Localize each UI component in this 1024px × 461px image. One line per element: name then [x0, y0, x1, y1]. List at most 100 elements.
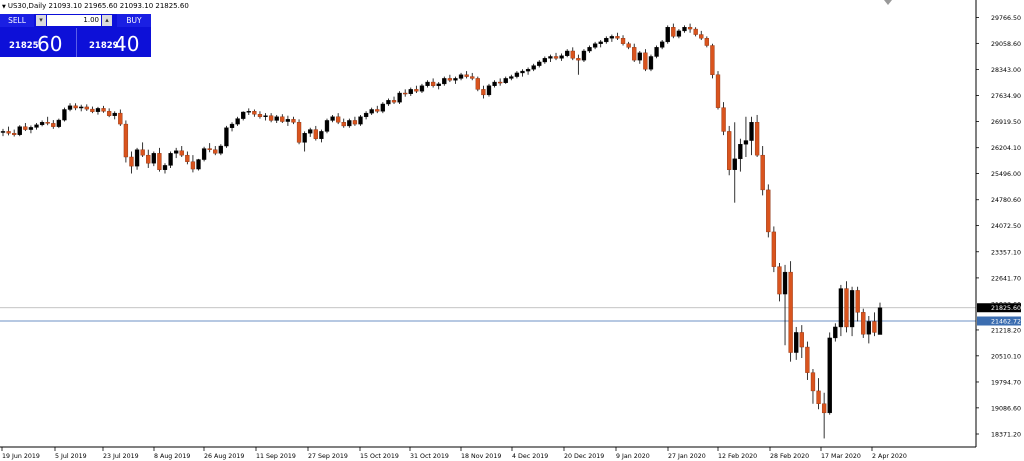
candle-body[interactable] — [341, 122, 346, 127]
candle-body[interactable] — [106, 111, 112, 116]
candle-body[interactable] — [224, 127, 229, 147]
candle-body[interactable] — [73, 105, 78, 109]
candle-body[interactable] — [336, 116, 341, 123]
candle-body[interactable] — [833, 326, 838, 339]
lot-decrease-button[interactable]: ▾ — [36, 15, 46, 26]
candle-body[interactable] — [659, 41, 665, 48]
candle-body[interactable] — [643, 52, 648, 70]
candle-body[interactable] — [442, 78, 447, 85]
candle-body[interactable] — [771, 231, 777, 267]
candle-body[interactable] — [777, 266, 782, 295]
candle-body[interactable] — [285, 119, 291, 122]
candle-body[interactable] — [140, 149, 145, 156]
candle-body[interactable] — [537, 61, 542, 66]
candle-body[interactable] — [118, 112, 123, 125]
candle-body[interactable] — [39, 122, 45, 126]
candle-body[interactable] — [397, 92, 402, 103]
candle-body[interactable] — [844, 288, 849, 328]
candle-body[interactable] — [866, 321, 871, 335]
candle-body[interactable] — [531, 65, 536, 70]
lot-size-input[interactable]: 1.00 — [47, 15, 101, 26]
candle-body[interactable] — [352, 120, 358, 125]
candle-body[interactable] — [414, 89, 419, 92]
candle-body[interactable] — [95, 108, 101, 112]
candle-body[interactable] — [196, 159, 201, 170]
candle-body[interactable] — [6, 131, 11, 134]
candle-body[interactable] — [799, 332, 804, 348]
candle-body[interactable] — [218, 145, 224, 154]
candle-body[interactable] — [190, 161, 196, 170]
candle-body[interactable] — [816, 390, 821, 404]
candle-body[interactable] — [375, 109, 380, 112]
candle-body[interactable] — [458, 74, 464, 79]
candle-body[interactable] — [436, 83, 441, 86]
candle-body[interactable] — [453, 78, 458, 81]
candle-body[interactable] — [330, 116, 335, 121]
candle-body[interactable] — [157, 153, 162, 170]
candle-body[interactable] — [257, 114, 263, 117]
candle-body[interactable] — [693, 28, 698, 35]
candle-body[interactable] — [827, 337, 832, 414]
candle-body[interactable] — [525, 69, 531, 72]
candle-body[interactable] — [497, 81, 503, 84]
candle-body[interactable] — [403, 92, 408, 95]
candle-body[interactable] — [207, 148, 212, 150]
buy-button[interactable]: 21829 40 — [76, 28, 151, 57]
candle-body[interactable] — [794, 332, 799, 353]
candle-body[interactable] — [425, 81, 430, 86]
candle-body[interactable] — [391, 100, 397, 103]
candle-body[interactable] — [146, 154, 151, 164]
candle-body[interactable] — [386, 100, 391, 105]
candle-body[interactable] — [358, 116, 363, 125]
candle-body[interactable] — [766, 189, 771, 233]
candle-body[interactable] — [174, 150, 179, 154]
candle-body[interactable] — [84, 106, 89, 110]
candle-body[interactable] — [509, 76, 514, 79]
candle-body[interactable] — [565, 50, 570, 56]
candle-body[interactable] — [609, 36, 615, 39]
candle-body[interactable] — [553, 56, 559, 59]
candle-body[interactable] — [369, 109, 374, 114]
candle-body[interactable] — [291, 119, 296, 123]
candle-body[interactable] — [123, 123, 129, 158]
candle-body[interactable] — [162, 165, 168, 170]
candle-body[interactable] — [788, 271, 793, 353]
sell-label[interactable]: SELL — [0, 14, 34, 27]
candle-body[interactable] — [570, 50, 575, 59]
candle-body[interactable] — [849, 290, 855, 328]
candle-body[interactable] — [0, 131, 6, 133]
candle-body[interactable] — [447, 78, 453, 81]
candle-body[interactable] — [12, 133, 17, 135]
candle-body[interactable] — [268, 115, 274, 121]
candle-body[interactable] — [101, 108, 106, 112]
candle-body[interactable] — [151, 153, 156, 164]
candle-body[interactable] — [252, 111, 257, 115]
candle-body[interactable] — [559, 55, 564, 59]
candle-body[interactable] — [296, 122, 302, 143]
candle-body[interactable] — [17, 126, 22, 135]
candle-body[interactable] — [486, 85, 492, 96]
candle-body[interactable] — [62, 109, 67, 121]
candle-body[interactable] — [581, 50, 587, 61]
candle-body[interactable] — [241, 111, 246, 119]
candle-body[interactable] — [743, 140, 749, 145]
candle-body[interactable] — [665, 27, 670, 43]
candle-body[interactable] — [185, 154, 190, 162]
candle-body[interactable] — [760, 154, 765, 191]
candle-body[interactable] — [548, 56, 553, 59]
candle-body[interactable] — [576, 58, 581, 61]
candle-body[interactable] — [749, 122, 754, 141]
candle-body[interactable] — [514, 72, 520, 77]
candle-body[interactable] — [134, 149, 140, 167]
candle-body[interactable] — [263, 115, 268, 117]
candle-body[interactable] — [648, 56, 654, 70]
candle-body[interactable] — [699, 34, 704, 39]
candle-body[interactable] — [821, 403, 827, 414]
candle-body[interactable] — [408, 89, 413, 94]
candle-body[interactable] — [319, 131, 324, 139]
candle-body[interactable] — [90, 108, 95, 112]
candle-body[interactable] — [168, 153, 173, 166]
candle-body[interactable] — [464, 74, 469, 77]
candle-body[interactable] — [430, 81, 436, 86]
